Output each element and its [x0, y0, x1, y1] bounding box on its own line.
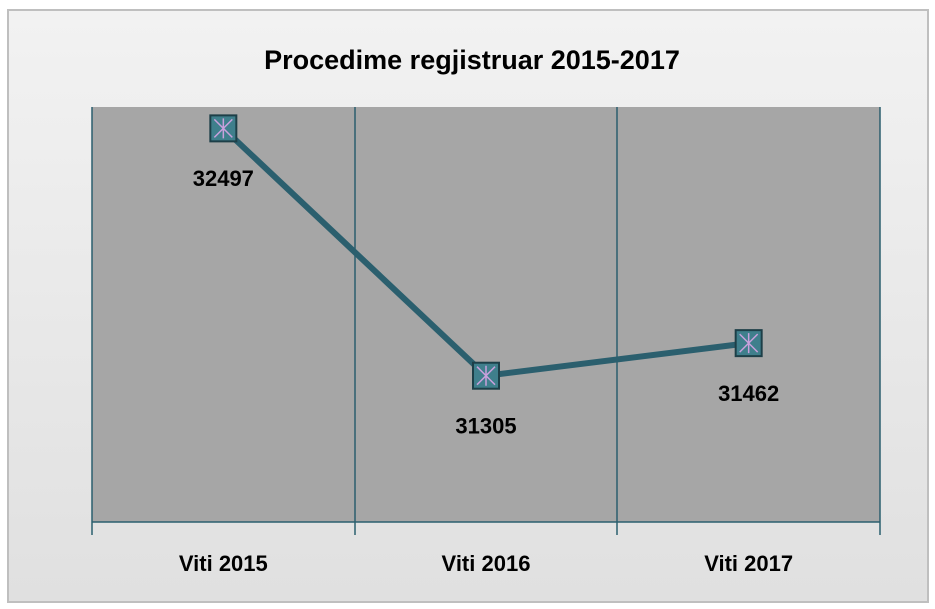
category-dividers	[91, 107, 881, 535]
x-tick-label: Viti 2016	[442, 551, 531, 576]
plot-area	[92, 107, 880, 522]
data-label: 31305	[455, 414, 516, 439]
data-label: 31462	[718, 381, 779, 406]
marker	[472, 361, 500, 390]
x-tick-label: Viti 2017	[704, 551, 793, 576]
data-label: 32497	[193, 166, 254, 191]
x-tick-label: Viti 2015	[179, 551, 268, 576]
chart-title: Procedime regjistruar 2015-2017	[264, 45, 680, 75]
marker	[209, 114, 238, 143]
marker	[734, 329, 763, 358]
